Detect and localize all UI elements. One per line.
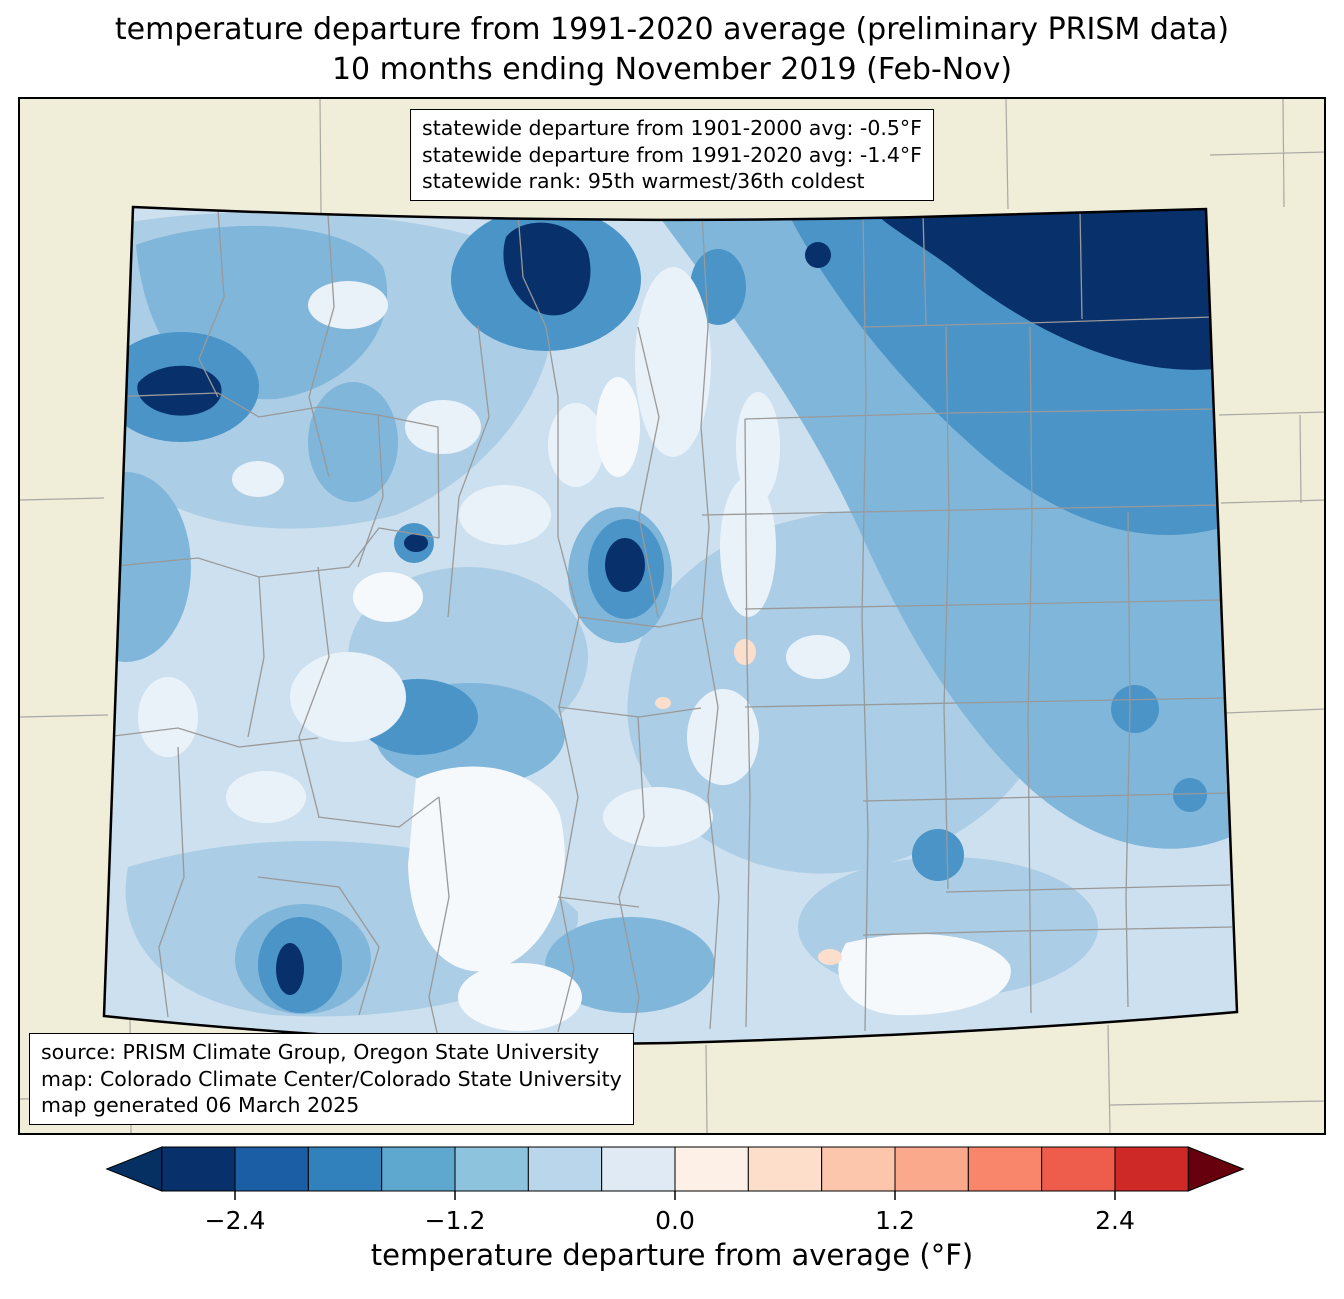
- stats-line-3: statewide rank: 95th warmest/36th coldes…: [422, 169, 865, 194]
- colorbar-segment: [601, 1146, 676, 1192]
- darkest-blue-regions: [137, 209, 1214, 995]
- colorbar-segment: [1041, 1146, 1116, 1192]
- colorbar-segment: [381, 1146, 456, 1192]
- stats-line-2: statewide departure from 1991-2020 avg: …: [422, 142, 922, 167]
- neighbor-state-lines: [19, 98, 1326, 1134]
- colorbar-segment: [894, 1146, 969, 1192]
- colorbar-over-arrow: [1187, 1146, 1245, 1192]
- colorbar-segment: [1114, 1146, 1189, 1192]
- colorbar-tick-label: −2.4: [205, 1206, 266, 1235]
- colorbar-segment: [234, 1146, 309, 1192]
- colorbar-tick-label: 0.0: [655, 1206, 695, 1235]
- temperature-anomaly-field: [104, 207, 1237, 1044]
- stats-box: statewide departure from 1901-2000 avg: …: [410, 109, 934, 201]
- title-line-2: 10 months ending November 2019 (Feb-Nov): [331, 52, 1013, 87]
- colorbar-segment: [454, 1146, 529, 1192]
- warm-anomaly-spots: [655, 639, 842, 965]
- colorbar-segment: [747, 1146, 823, 1192]
- stats-line-1: statewide departure from 1901-2000 avg: …: [422, 116, 922, 140]
- source-line-2: map: Colorado Climate Center/Colorado St…: [41, 1066, 622, 1091]
- figure-title: temperature departure from 1991-2020 ave…: [0, 10, 1344, 90]
- map-figure: statewide departure from 1901-2000 avg: …: [18, 97, 1326, 1135]
- colorbar-tick-label: −1.2: [425, 1206, 486, 1235]
- county-boundaries: [104, 209, 1233, 1038]
- source-box: source: PRISM Climate Group, Oregon Stat…: [29, 1033, 634, 1125]
- colorbar-segment: [161, 1146, 236, 1192]
- colorbar-tick-label: 2.4: [1095, 1206, 1135, 1235]
- colorbar-segment: [967, 1146, 1043, 1192]
- pale-regions: [138, 267, 1011, 1031]
- source-line-3: map generated 06 March 2025: [41, 1093, 360, 1118]
- colorbar-tick-label: 1.2: [875, 1206, 915, 1235]
- colorbar-segment: [307, 1146, 383, 1192]
- colorbar-segment: [821, 1146, 896, 1192]
- title-line-1: temperature departure from 1991-2020 ave…: [114, 12, 1230, 47]
- colorbar-label: temperature departure from average (°F): [370, 1238, 974, 1272]
- colorbar-under-arrow: [105, 1146, 163, 1192]
- colorbar-segment: [674, 1146, 749, 1192]
- colorbar-segment: [527, 1146, 603, 1192]
- figure-frame: [18, 97, 1326, 1135]
- colorbar: −2.4 −1.2 0.0 1.2 2.4: [105, 1146, 1245, 1235]
- source-line-1: source: PRISM Climate Group, Oregon Stat…: [41, 1040, 600, 1064]
- colorado-map-svg: [18, 97, 1326, 1135]
